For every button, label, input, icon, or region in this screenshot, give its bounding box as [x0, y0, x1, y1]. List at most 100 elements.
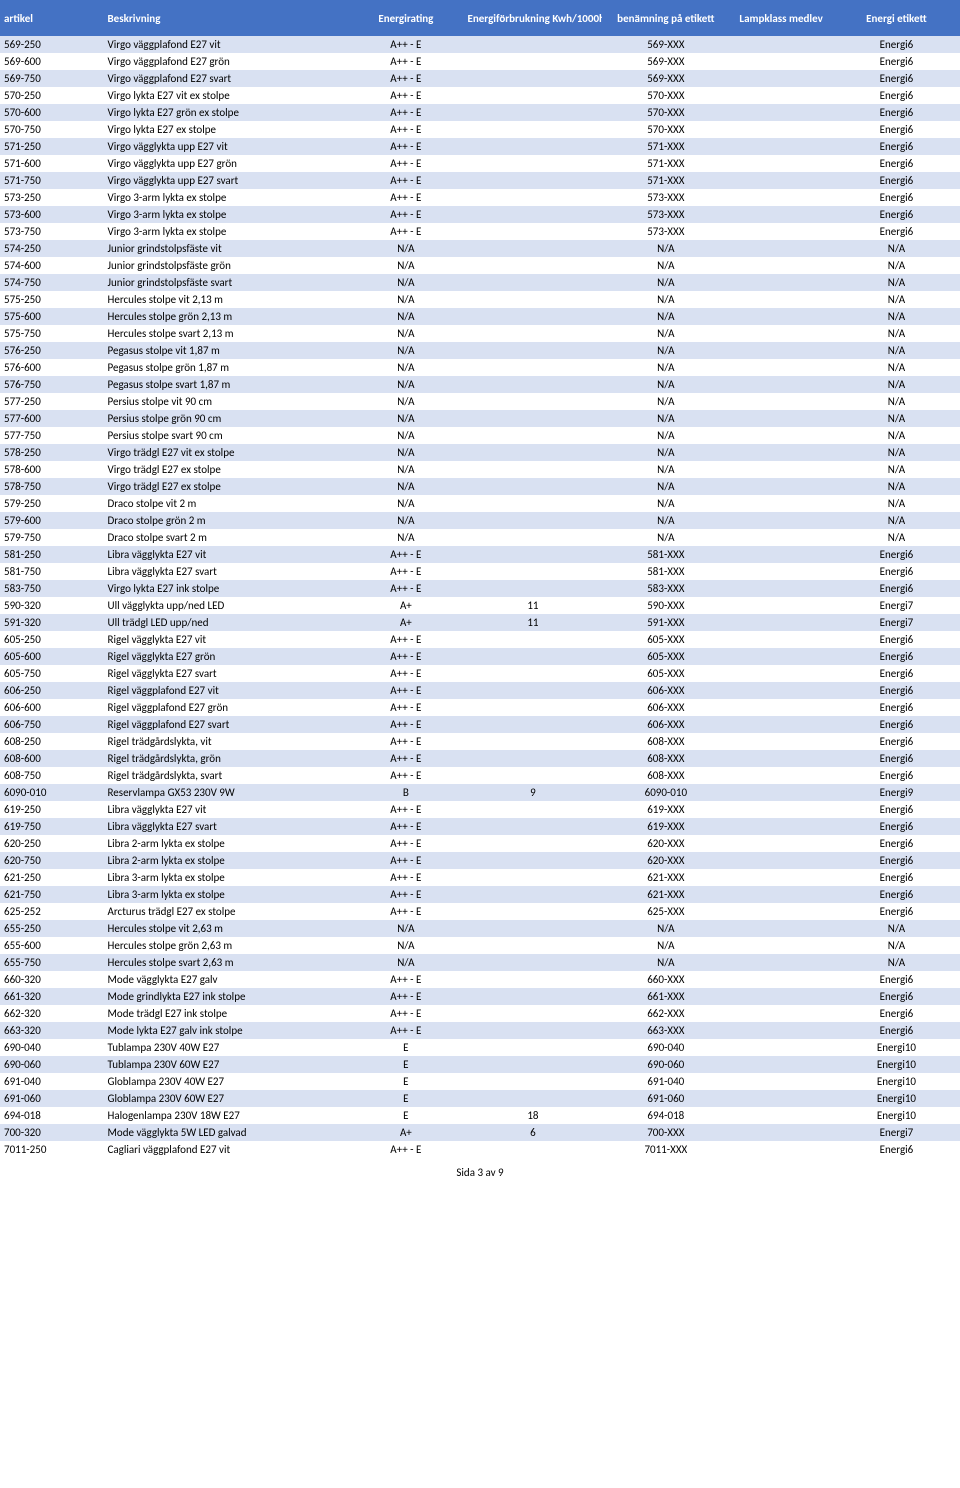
cell: 661-XXX	[602, 988, 729, 1005]
table-row: 606-250Rigel väggplafond E27 vitA++ - E6…	[0, 682, 960, 699]
cell	[729, 580, 833, 597]
cell: 576-250	[0, 342, 104, 359]
cell: 577-250	[0, 393, 104, 410]
cell	[729, 172, 833, 189]
cell: 573-XXX	[602, 189, 729, 206]
table-row: 579-750Draco stolpe svart 2 mN/AN/AN/A	[0, 529, 960, 546]
cell: 574-250	[0, 240, 104, 257]
cell	[729, 1107, 833, 1124]
cell	[729, 614, 833, 631]
cell: 620-750	[0, 852, 104, 869]
cell	[729, 206, 833, 223]
cell: N/A	[348, 291, 463, 308]
cell: 569-600	[0, 53, 104, 70]
cell: 690-060	[0, 1056, 104, 1073]
cell: 578-250	[0, 444, 104, 461]
cell: N/A	[348, 478, 463, 495]
cell: 663-320	[0, 1022, 104, 1039]
cell: Energi6	[833, 665, 960, 682]
cell	[464, 121, 603, 138]
page-footer: Sida 3 av 9	[0, 1166, 960, 1189]
cell	[464, 512, 603, 529]
table-row: 663-320Mode lykta E27 galv ink stolpeA++…	[0, 1022, 960, 1039]
cell: Virgo väggplafond E27 svart	[104, 70, 349, 87]
cell: N/A	[602, 512, 729, 529]
cell	[464, 988, 603, 1005]
cell	[729, 682, 833, 699]
cell: 7011-250	[0, 1141, 104, 1158]
energy-table: artikel Beskrivning Energirating Energif…	[0, 0, 960, 1158]
cell: Energi7	[833, 597, 960, 614]
cell: N/A	[602, 444, 729, 461]
cell: A++ - E	[348, 716, 463, 733]
cell: A++ - E	[348, 903, 463, 920]
cell: Hercules stolpe grön 2,13 m	[104, 308, 349, 325]
cell: A++ - E	[348, 87, 463, 104]
cell	[729, 631, 833, 648]
cell: A++ - E	[348, 36, 463, 53]
cell: N/A	[602, 478, 729, 495]
cell	[464, 954, 603, 971]
cell: Ull trädgl LED upp/ned	[104, 614, 349, 631]
cell: Rigel trädgårdslykta, svart	[104, 767, 349, 784]
cell: Reservlampa GX53 230V 9W	[104, 784, 349, 801]
cell: 694-018	[0, 1107, 104, 1124]
cell: N/A	[602, 410, 729, 427]
cell	[729, 274, 833, 291]
cell: 590-320	[0, 597, 104, 614]
table-row: 662-320Mode trädgl E27 ink stolpeA++ - E…	[0, 1005, 960, 1022]
cell	[729, 308, 833, 325]
cell: Energi6	[833, 104, 960, 121]
cell: 6090-010	[0, 784, 104, 801]
cell: 662-320	[0, 1005, 104, 1022]
cell: Mode lykta E27 galv ink stolpe	[104, 1022, 349, 1039]
table-row: 577-750Persius stolpe svart 90 cmN/AN/AN…	[0, 427, 960, 444]
cell: Energi6	[833, 189, 960, 206]
cell: A+	[348, 1124, 463, 1141]
table-row: 7011-250Cagliari väggplafond E27 vitA++ …	[0, 1141, 960, 1158]
cell: 571-750	[0, 172, 104, 189]
cell	[729, 53, 833, 70]
cell	[729, 1022, 833, 1039]
cell: 605-XXX	[602, 631, 729, 648]
table-row: 690-060Tublampa 230V 60W E27E690-060Ener…	[0, 1056, 960, 1073]
cell	[729, 784, 833, 801]
cell	[464, 36, 603, 53]
table-row: 606-750Rigel väggplafond E27 svartA++ - …	[0, 716, 960, 733]
cell: N/A	[348, 376, 463, 393]
cell	[464, 240, 603, 257]
cell: Libra 2-arm lykta ex stolpe	[104, 852, 349, 869]
cell: 574-750	[0, 274, 104, 291]
cell: A++ - E	[348, 121, 463, 138]
cell: Energi6	[833, 903, 960, 920]
cell: N/A	[348, 427, 463, 444]
cell	[729, 988, 833, 1005]
table-row: 608-250Rigel trädgårdslykta, vitA++ - E6…	[0, 733, 960, 750]
cell	[729, 750, 833, 767]
cell: 18	[464, 1107, 603, 1124]
cell: 583-750	[0, 580, 104, 597]
cell: 576-600	[0, 359, 104, 376]
table-row: 578-250Virgo trädgl E27 vit ex stolpeN/A…	[0, 444, 960, 461]
cell	[729, 1005, 833, 1022]
cell: 621-XXX	[602, 869, 729, 886]
cell: A++ - E	[348, 648, 463, 665]
table-row: 691-040Globlampa 230V 40W E27E691-040Ene…	[0, 1073, 960, 1090]
cell: A++ - E	[348, 1141, 463, 1158]
table-row: 574-600Junior grindstolpsfäste grönN/AN/…	[0, 257, 960, 274]
table-row: 574-750Junior grindstolpsfäste svartN/AN…	[0, 274, 960, 291]
cell: N/A	[833, 342, 960, 359]
cell: A++ - E	[348, 1022, 463, 1039]
cell	[729, 104, 833, 121]
col-benamning: benämning på etikett	[602, 0, 729, 36]
cell: 625-252	[0, 903, 104, 920]
cell	[729, 1039, 833, 1056]
cell: Virgo lykta E27 grön ex stolpe	[104, 104, 349, 121]
cell: N/A	[602, 257, 729, 274]
cell: Persius stolpe grön 90 cm	[104, 410, 349, 427]
cell	[729, 665, 833, 682]
cell	[464, 206, 603, 223]
cell: N/A	[348, 461, 463, 478]
cell: 621-250	[0, 869, 104, 886]
cell: Energi9	[833, 784, 960, 801]
